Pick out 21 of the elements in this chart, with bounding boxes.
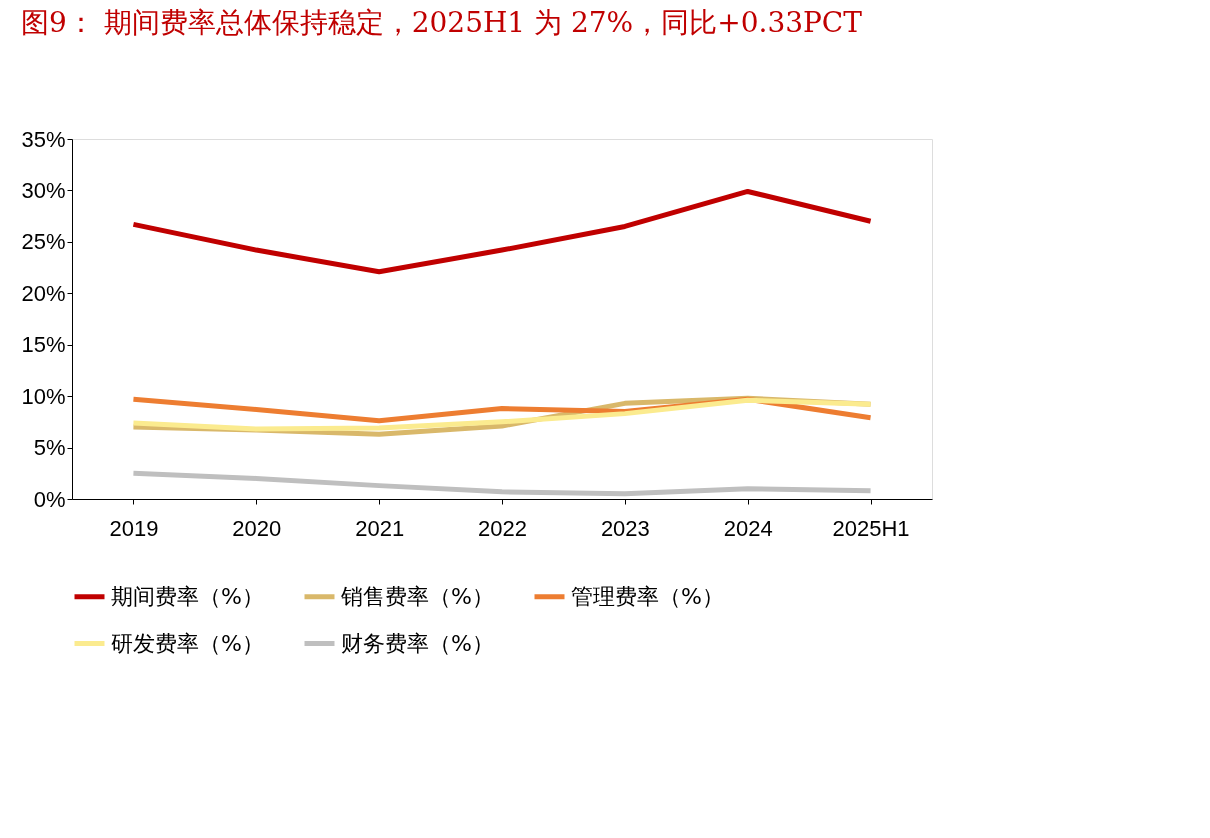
- legend-label: 财务费率（%）: [341, 630, 494, 656]
- y-tick-label: 0%: [33, 486, 66, 512]
- x-tick-label: 2019: [109, 515, 159, 541]
- legend-label: 管理费率（%）: [571, 583, 724, 609]
- x-tick-label: 2024: [723, 515, 773, 541]
- y-tick-label: 5%: [33, 435, 66, 461]
- x-tick-label: 2020: [232, 515, 282, 541]
- chart-title: 图9： 期间费率总体保持稳定，2025H1 为 27%，同比+0.33PCT: [20, 6, 863, 39]
- y-tick-label: 25%: [21, 229, 66, 255]
- y-tick-label: 35%: [21, 126, 66, 152]
- y-tick-label: 30%: [21, 177, 66, 203]
- x-tick-label: 2023: [600, 515, 650, 541]
- y-tick-label: 10%: [21, 383, 66, 409]
- legend-label: 研发费率（%）: [111, 630, 264, 656]
- x-tick-label: 2021: [355, 515, 405, 541]
- y-tick-label: 15%: [21, 332, 66, 358]
- y-tick-label: 20%: [21, 280, 66, 306]
- legend-label: 期间费率（%）: [111, 583, 264, 609]
- legend-label: 销售费率（%）: [340, 583, 494, 609]
- x-tick-label: 2022: [478, 515, 527, 541]
- x-tick-label: 2025H1: [832, 515, 910, 541]
